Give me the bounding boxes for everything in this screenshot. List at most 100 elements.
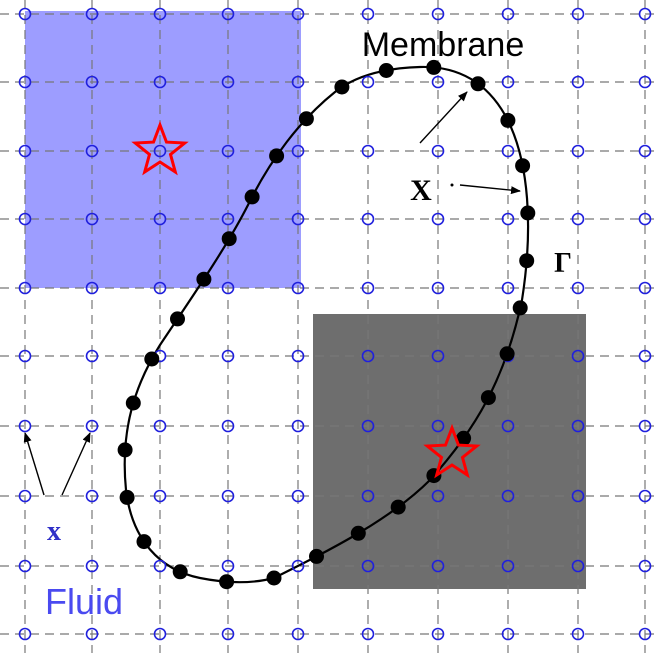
grid-node bbox=[18, 281, 32, 295]
grid-node bbox=[431, 212, 445, 226]
grid-node bbox=[85, 144, 99, 158]
grid-node bbox=[85, 212, 99, 226]
grid-node bbox=[361, 212, 375, 226]
grid-node bbox=[431, 419, 445, 433]
membrane-point bbox=[519, 253, 535, 269]
grid-node bbox=[291, 349, 305, 363]
membrane-point bbox=[456, 430, 472, 446]
membrane-point bbox=[390, 499, 406, 515]
grid-node bbox=[431, 281, 445, 295]
grid-node bbox=[501, 212, 515, 226]
grid-node bbox=[571, 212, 585, 226]
membrane-point bbox=[221, 231, 237, 247]
membrane-point bbox=[426, 59, 442, 75]
grid-node bbox=[221, 7, 235, 21]
grid-node bbox=[638, 7, 652, 21]
grid-node bbox=[638, 419, 652, 433]
grid-node bbox=[153, 489, 167, 503]
grid-node bbox=[501, 489, 515, 503]
membrane-point bbox=[219, 574, 235, 590]
grid-node bbox=[431, 627, 445, 641]
grid-node bbox=[361, 75, 375, 89]
grid-node bbox=[638, 627, 652, 641]
grid-node bbox=[571, 559, 585, 573]
boundary-label: Γ bbox=[554, 248, 572, 279]
grid-node bbox=[431, 559, 445, 573]
eulerian-point-label: x bbox=[47, 516, 61, 547]
membrane-point bbox=[172, 564, 188, 580]
grid-node bbox=[221, 281, 235, 295]
grid-node bbox=[291, 212, 305, 226]
grid-node bbox=[18, 144, 32, 158]
grid-node bbox=[153, 75, 167, 89]
grid-node bbox=[153, 281, 167, 295]
grid-node bbox=[361, 419, 375, 433]
grid-node bbox=[221, 75, 235, 89]
grid-node bbox=[221, 144, 235, 158]
grid-node bbox=[18, 419, 32, 433]
grid-node bbox=[431, 144, 445, 158]
membrane-point bbox=[266, 570, 282, 586]
grid-node bbox=[153, 419, 167, 433]
grid-node bbox=[221, 419, 235, 433]
grid-node bbox=[501, 627, 515, 641]
grid-node bbox=[221, 559, 235, 573]
lagrangian-point-label: X bbox=[410, 174, 432, 207]
x-label-dot bbox=[450, 183, 454, 187]
arrow-x-to-right-node bbox=[61, 432, 91, 496]
grid-node bbox=[291, 281, 305, 295]
grid-node bbox=[638, 75, 652, 89]
star-icon bbox=[423, 423, 481, 479]
membrane-point bbox=[119, 489, 135, 505]
grid-node bbox=[18, 559, 32, 573]
arrow-x-to-left-node bbox=[23, 432, 45, 496]
membrane-point bbox=[196, 271, 212, 287]
annotation-arrows bbox=[23, 91, 521, 496]
grid-node bbox=[85, 627, 99, 641]
membrane-point bbox=[515, 158, 531, 174]
grid-node bbox=[361, 489, 375, 503]
grid-node bbox=[431, 489, 445, 503]
grid-node bbox=[291, 559, 305, 573]
grid-node bbox=[571, 489, 585, 503]
lagrangian-membrane-points bbox=[117, 59, 536, 590]
grid-node bbox=[638, 212, 652, 226]
grid-node bbox=[85, 281, 99, 295]
membrane-point bbox=[269, 148, 285, 164]
membrane-point bbox=[298, 111, 314, 127]
grid-node bbox=[221, 212, 235, 226]
grid-node bbox=[153, 7, 167, 21]
grid-node bbox=[361, 281, 375, 295]
grid-node bbox=[571, 627, 585, 641]
grid-node bbox=[501, 419, 515, 433]
grid-node bbox=[153, 627, 167, 641]
membrane-point bbox=[136, 534, 152, 550]
grid-node bbox=[501, 7, 515, 21]
grid-node bbox=[501, 75, 515, 89]
grid-node bbox=[221, 489, 235, 503]
membrane-label: Membrane bbox=[362, 26, 525, 64]
grid-node bbox=[638, 489, 652, 503]
grid-node bbox=[291, 419, 305, 433]
grid-node bbox=[291, 144, 305, 158]
grid-node bbox=[18, 212, 32, 226]
membrane-point bbox=[309, 548, 324, 564]
grid-node bbox=[18, 75, 32, 89]
membrane-point bbox=[125, 395, 141, 411]
grid-node bbox=[571, 419, 585, 433]
grid-node bbox=[85, 419, 99, 433]
grid-node bbox=[291, 489, 305, 503]
grid-node bbox=[221, 627, 235, 641]
membrane-point bbox=[378, 63, 394, 78]
grid-node bbox=[85, 7, 99, 21]
membrane-point bbox=[244, 189, 260, 205]
blue-support-region bbox=[25, 11, 301, 288]
star-icon bbox=[131, 120, 189, 176]
membrane-point bbox=[170, 311, 185, 327]
grid-node bbox=[291, 7, 305, 21]
membrane-point bbox=[144, 351, 160, 367]
grid-node bbox=[501, 559, 515, 573]
grid-node bbox=[638, 349, 652, 363]
